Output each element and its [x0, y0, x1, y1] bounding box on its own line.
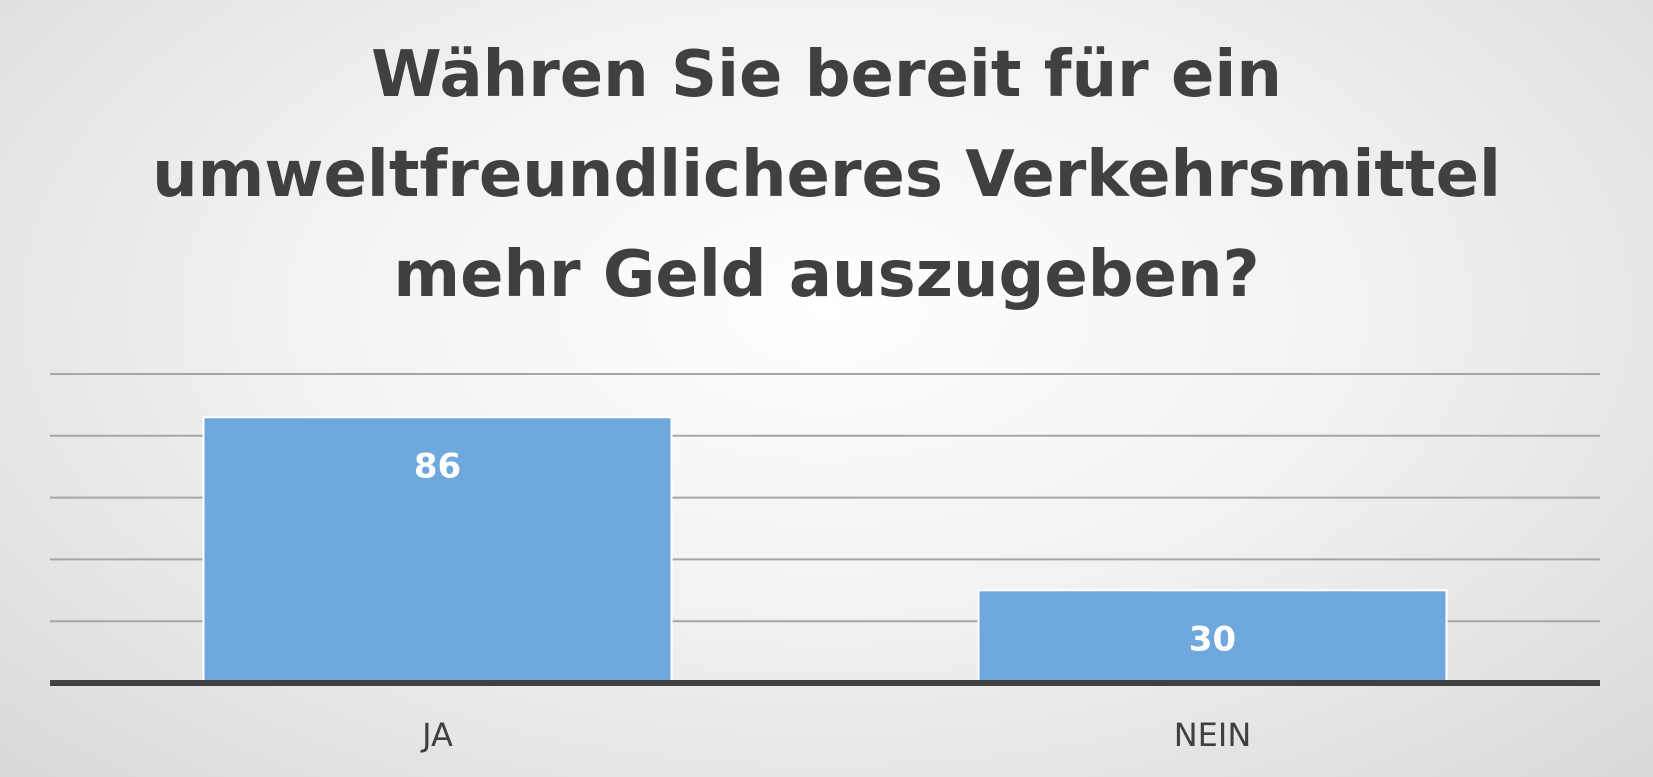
- chart-title-line-3: mehr Geld auszugeben?: [393, 238, 1260, 312]
- x-tick-label-ja: JA: [420, 716, 453, 754]
- data-label-ja: 86: [414, 446, 461, 486]
- x-tick-label-nein: NEIN: [1174, 716, 1252, 754]
- bar-ja: [202, 416, 673, 684]
- chart-title-line-1: Währen Sie bereit für ein: [371, 38, 1282, 112]
- chart-title-line-2: umweltfreundlicheres Verkehrsmittel: [152, 138, 1501, 212]
- chart-title: Währen Sie bereit für ein umweltfreundli…: [150, 25, 1503, 325]
- data-label-nein: 30: [1189, 619, 1236, 659]
- bar-nein: [977, 589, 1448, 684]
